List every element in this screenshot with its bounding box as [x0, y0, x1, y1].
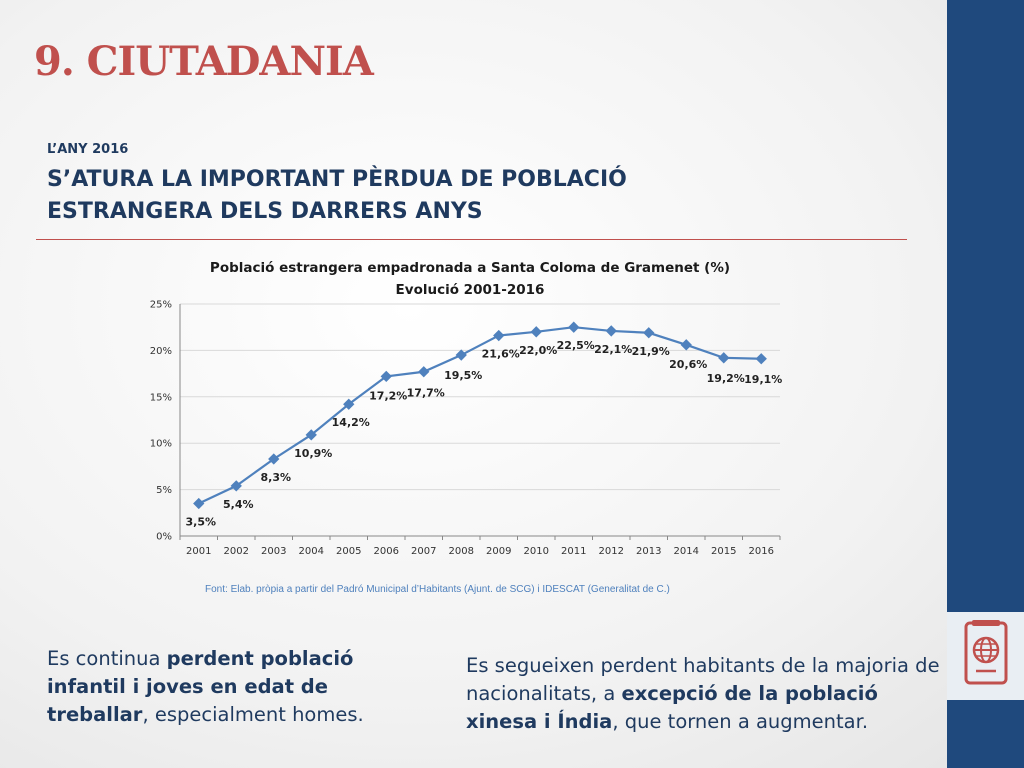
data-label: 21,9%	[632, 345, 670, 358]
page-title: 9. CIUTADANIA	[34, 38, 374, 85]
left-paragraph: Es continua perdent població infantil i …	[47, 645, 432, 729]
divider	[36, 239, 907, 240]
data-label: 20,6%	[669, 358, 707, 371]
data-label: 19,2%	[707, 372, 745, 385]
left-text-post: , especialment homes.	[142, 703, 364, 726]
x-tick-label: 2003	[261, 546, 286, 557]
chart-subtitle: Evolució 2001-2016	[396, 282, 545, 298]
x-tick-label: 2002	[224, 546, 249, 557]
x-tick-label: 2007	[411, 546, 436, 557]
data-point	[718, 352, 730, 364]
data-label: 14,2%	[332, 416, 370, 429]
data-label: 22,5%	[557, 339, 595, 352]
y-tick-label: 10%	[150, 439, 172, 450]
left-text-bold: perdent població infantil i joves en eda…	[47, 647, 354, 726]
data-point	[193, 497, 205, 510]
page-subtitle: L’ANY 2016	[47, 142, 129, 157]
data-label: 19,1%	[744, 373, 782, 386]
x-tick-label: 2012	[599, 546, 624, 557]
x-tick-label: 2016	[749, 546, 774, 557]
x-tick-label: 2008	[449, 546, 474, 557]
data-label: 22,0%	[519, 344, 557, 357]
x-tick-label: 2009	[486, 546, 511, 557]
data-label: 17,7%	[407, 387, 445, 400]
x-tick-label: 2014	[674, 546, 699, 557]
x-tick-label: 2011	[561, 546, 586, 557]
left-text-pre: Es continua	[47, 647, 167, 670]
x-tick-label: 2001	[186, 546, 211, 557]
y-tick-label: 0%	[156, 532, 172, 543]
headline-line-1: S’ATURA LA IMPORTANT PÈRDUA DE POBLACIÓ	[47, 167, 627, 192]
data-label: 22,1%	[594, 343, 632, 356]
y-tick-label: 25%	[150, 300, 172, 311]
data-label: 17,2%	[369, 389, 407, 402]
x-tick-label: 2004	[299, 546, 324, 557]
data-point	[305, 429, 317, 441]
y-tick-label: 15%	[150, 392, 172, 403]
data-point	[755, 353, 767, 365]
y-tick-label: 5%	[156, 485, 172, 496]
data-label: 5,4%	[223, 498, 254, 511]
data-point	[343, 398, 355, 410]
data-point	[680, 339, 692, 351]
series-line	[198, 326, 762, 505]
right-text-bold: excepció de la població xinesa i Índia	[466, 682, 878, 733]
right-text-pre: Es segueixen perdent habitants de la maj…	[466, 654, 940, 705]
x-tick-label: 2006	[374, 546, 399, 557]
data-label: 8,3%	[260, 471, 291, 484]
x-tick-label: 2015	[711, 546, 736, 557]
data-point	[493, 329, 505, 342]
data-point	[643, 327, 655, 339]
data-point	[530, 326, 542, 338]
data-point	[455, 349, 467, 361]
passport-globe-icon	[964, 620, 1008, 685]
chart-title: Població estrangera empadronada a Santa …	[210, 260, 730, 276]
x-tick-label: 2013	[636, 546, 661, 557]
chart-source: Font: Elab. pròpia a partir del Padró Mu…	[205, 584, 670, 595]
data-label: 19,5%	[444, 369, 482, 382]
line-chart: Població estrangera empadronada a Santa …	[150, 260, 783, 557]
data-point	[605, 325, 617, 337]
headline: S’ATURA LA IMPORTANT PÈRDUA DE POBLACIÓ …	[47, 164, 687, 228]
x-tick-label: 2005	[336, 546, 361, 557]
right-text-post: , que tornen a augmentar.	[612, 710, 869, 733]
data-label: 21,6%	[482, 348, 520, 361]
data-label: 3,5%	[185, 516, 216, 529]
data-label: 10,9%	[294, 447, 332, 460]
data-point	[268, 453, 280, 465]
right-paragraph: Es segueixen perdent habitants de la maj…	[466, 652, 941, 736]
data-point	[418, 366, 430, 378]
x-tick-label: 2010	[524, 546, 549, 557]
y-tick-label: 20%	[150, 346, 172, 357]
headline-line-2: ESTRANGERA DELS DARRERS ANYS	[47, 199, 483, 224]
data-point	[568, 321, 580, 333]
